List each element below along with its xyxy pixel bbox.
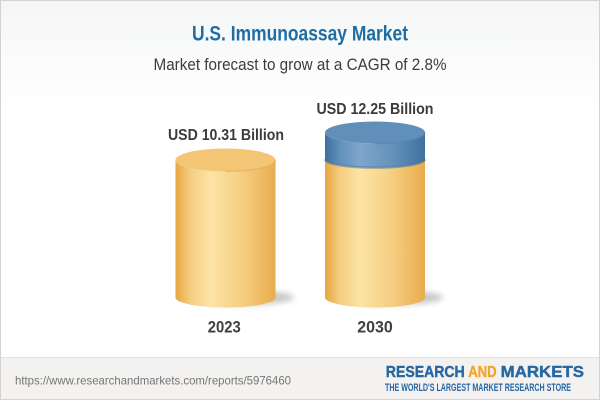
svg-text:AND: AND: [468, 364, 497, 381]
svg-text:2030: 2030: [357, 319, 393, 337]
svg-text:Market forecast to grow at a C: Market forecast to grow at a CAGR of 2.8…: [154, 55, 447, 74]
svg-text:RESEARCH: RESEARCH: [386, 364, 465, 381]
svg-text:MARKETS: MARKETS: [501, 364, 584, 381]
svg-text:USD 12.25 Billion: USD 12.25 Billion: [317, 101, 434, 118]
svg-text:THE WORLD'S LARGEST MARKET RES: THE WORLD'S LARGEST MARKET RESEARCH STOR…: [385, 382, 571, 394]
svg-text:2023: 2023: [208, 319, 241, 337]
svg-text:https://www.researchandmarkets: https://www.researchandmarkets.com/repor…: [15, 374, 291, 388]
svg-text:USD 10.31 Billion: USD 10.31 Billion: [168, 127, 284, 144]
svg-text:U.S. Immunoassay Market: U.S. Immunoassay Market: [192, 23, 408, 46]
